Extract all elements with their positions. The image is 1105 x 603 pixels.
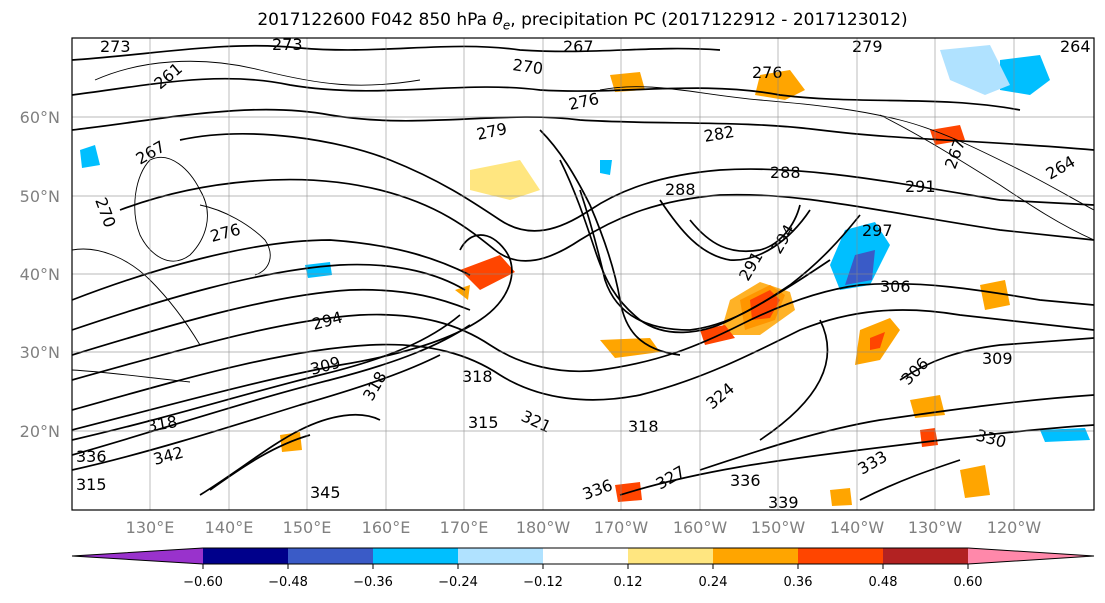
lon-label: 170°E: [440, 518, 489, 537]
theta-e-contours: [72, 44, 1094, 501]
contour-label: 345: [310, 483, 341, 502]
colorbar-segment: [288, 548, 373, 564]
contour-label: 318: [628, 417, 659, 436]
colorbar-extend-high: [968, 548, 1094, 564]
contour-label: 267: [563, 37, 594, 56]
lat-label: 30°N: [20, 343, 60, 362]
colorbar-segment: [628, 548, 713, 564]
colorbar-extend-low: [72, 548, 203, 564]
contour-label: 288: [665, 180, 696, 199]
coastlines: [72, 60, 1094, 383]
contour-label: 309: [982, 349, 1013, 368]
colorbar-segment: [373, 548, 458, 564]
lon-label: 160°W: [673, 518, 728, 537]
colorbar-segment: [883, 548, 968, 564]
lat-label: 40°N: [20, 265, 60, 284]
contour-label: 264: [1060, 37, 1091, 56]
contour-label: 291: [905, 177, 936, 196]
contour-label: 315: [76, 475, 107, 494]
theta-subscript: e: [502, 18, 511, 33]
lon-label: 120°W: [987, 518, 1042, 537]
colorbar-tick-label: 0.48: [869, 575, 898, 590]
lat-label: 20°N: [20, 422, 60, 441]
colorbar-tick-label: −0.12: [523, 575, 563, 590]
lon-label: 170°W: [594, 518, 649, 537]
contour-label: 339: [768, 493, 799, 512]
contour-label: 306: [880, 277, 911, 296]
colorbar-segment: [458, 548, 543, 564]
contour-label: 273: [272, 35, 303, 54]
colorbar-tick-label: 0.12: [614, 575, 643, 590]
contour-label: 315: [468, 413, 499, 432]
contour-label: 273: [100, 37, 131, 56]
lon-label: 130°E: [126, 518, 175, 537]
lat-label: 50°N: [20, 187, 60, 206]
lon-label: 140°W: [830, 518, 885, 537]
lon-label: 180°W: [516, 518, 571, 537]
colorbar-tick-label: −0.36: [353, 575, 393, 590]
colorbar-tick-label: 0.60: [954, 575, 983, 590]
contour-label: 270: [511, 55, 544, 78]
contour-label: 318: [462, 367, 493, 386]
contour-label: 279: [852, 37, 883, 56]
latitude-labels: 60°N 50°N 40°N 30°N 20°N: [20, 108, 60, 441]
contour-label: 288: [770, 163, 801, 182]
colorbar-segment: [543, 548, 628, 564]
lon-label: 150°W: [751, 518, 806, 537]
colorbar-tick-label: −0.48: [268, 575, 308, 590]
gridlines: [72, 38, 1094, 510]
colorbar-tick-label: −0.24: [438, 575, 478, 590]
colorbar-tick-label: −0.60: [183, 575, 223, 590]
contour-label: 336: [730, 471, 761, 490]
lat-label: 60°N: [20, 108, 60, 127]
colorbar-tick-label: 0.24: [699, 575, 728, 590]
longitude-labels: 130°E 140°E 150°E 160°E 170°E 180°W 170°…: [126, 518, 1042, 537]
lon-label: 160°E: [362, 518, 411, 537]
theta-symbol: θ: [492, 10, 503, 30]
contour-label: 336: [76, 447, 107, 466]
colorbar-segment: [203, 548, 288, 564]
contour-label: 297: [862, 221, 893, 240]
lon-label: 130°W: [908, 518, 963, 537]
colorbar-tick-label: 0.36: [784, 575, 813, 590]
lon-label: 140°E: [205, 518, 254, 537]
contour-label: 276: [752, 63, 783, 82]
colorbar: −0.60 −0.48 −0.36 −0.24 −0.12 0.12 0.24 …: [71, 547, 1095, 590]
map-frame: [71, 37, 1095, 511]
colorbar-segment: [713, 548, 798, 564]
colorbar-segment: [798, 548, 883, 564]
map-title: 2017122600 F042 850 hPa θe, precipitatio…: [257, 10, 908, 33]
lon-label: 150°E: [283, 518, 332, 537]
